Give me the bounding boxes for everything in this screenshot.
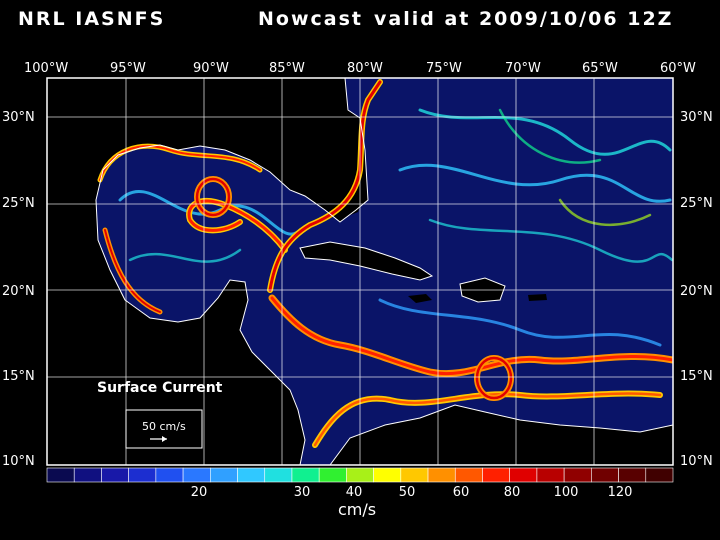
land-south-america: [330, 405, 673, 465]
colorbar-swatch: [128, 467, 157, 483]
colorbar-label: 30: [293, 485, 311, 500]
colorbar-label: 80: [503, 485, 521, 500]
colorbar-swatch: [591, 467, 619, 483]
lon-label: 60°W: [660, 61, 696, 76]
colorbar-swatch: [318, 467, 347, 483]
lat-label-right: 30°N: [680, 110, 713, 125]
lon-label: 65°W: [582, 61, 618, 76]
lat-label-right: 10°N: [680, 454, 713, 469]
lat-label-left: 25°N: [2, 196, 35, 211]
reference-vector-label: 50 cm/s: [142, 420, 186, 433]
colorbar-swatch: [618, 467, 647, 483]
colorbar-label: 60: [452, 485, 470, 500]
lat-label-left: 30°N: [2, 110, 35, 125]
land-florida: [328, 118, 366, 216]
lat-label-right: 25°N: [680, 196, 713, 211]
lon-label: 100°W: [24, 61, 69, 76]
lat-label-left: 20°N: [2, 284, 35, 299]
colorbar-swatch: [427, 467, 456, 483]
colorbar-swatch: [46, 467, 75, 483]
colorbar-swatch: [237, 467, 266, 483]
colorbar-swatch: [645, 467, 674, 483]
colorbar: [46, 467, 674, 483]
colorbar-swatch: [291, 467, 320, 483]
colorbar-swatch: [454, 467, 483, 483]
colorbar-label: 40: [345, 485, 363, 500]
colorbar-swatch: [509, 467, 538, 483]
colorbar-swatch: [210, 467, 238, 483]
lon-label: 80°W: [347, 61, 383, 76]
colorbar-swatch: [400, 467, 429, 483]
lon-label: 75°W: [426, 61, 462, 76]
model-title: NRL IASNFS: [18, 8, 166, 30]
legend-title: Surface Current: [97, 380, 223, 396]
land-puerto-rico: [528, 294, 547, 301]
colorbar-unit: cm/s: [338, 500, 377, 519]
valid-time: valid at 2009/10/06 12Z: [374, 8, 674, 30]
reference-arrow-icon: [150, 436, 167, 442]
colorbar-label: 20: [190, 485, 208, 500]
colorbar-swatch: [346, 467, 374, 483]
map-field: [47, 78, 673, 465]
colorbar-swatch: [101, 467, 129, 483]
lon-label: 70°W: [505, 61, 541, 76]
coastlines: [95, 78, 673, 465]
colorbar-swatch: [563, 467, 592, 483]
lat-label-left: 10°N: [2, 454, 35, 469]
current-streaks-fast: [97, 79, 673, 448]
lon-label: 85°W: [269, 61, 305, 76]
lat-label-right: 20°N: [680, 284, 713, 299]
lon-label: 95°W: [110, 61, 146, 76]
colorbar-label: 100: [553, 485, 579, 500]
colorbar-label: 50: [398, 485, 416, 500]
colorbar-swatch: [264, 467, 293, 483]
colorbar-swatch: [536, 467, 565, 483]
lat-label-right: 15°N: [680, 369, 713, 384]
land-cuba: [300, 242, 432, 280]
graticule: [47, 78, 673, 465]
colorbar-swatch: [482, 467, 510, 483]
colorbar-label: 120: [607, 485, 633, 500]
lon-label: 90°W: [193, 61, 229, 76]
map-frame: [46, 77, 674, 466]
colorbar-swatch: [73, 467, 102, 483]
colorbar-swatch: [373, 467, 402, 483]
colorbar-swatch: [155, 467, 184, 483]
product-type: Nowcast: [258, 8, 363, 30]
colorbar-swatch: [182, 467, 211, 483]
reference-vector-box: [125, 409, 203, 449]
lat-label-left: 15°N: [2, 369, 35, 384]
land-north-america: [47, 78, 368, 465]
land-jamaica: [408, 294, 432, 303]
